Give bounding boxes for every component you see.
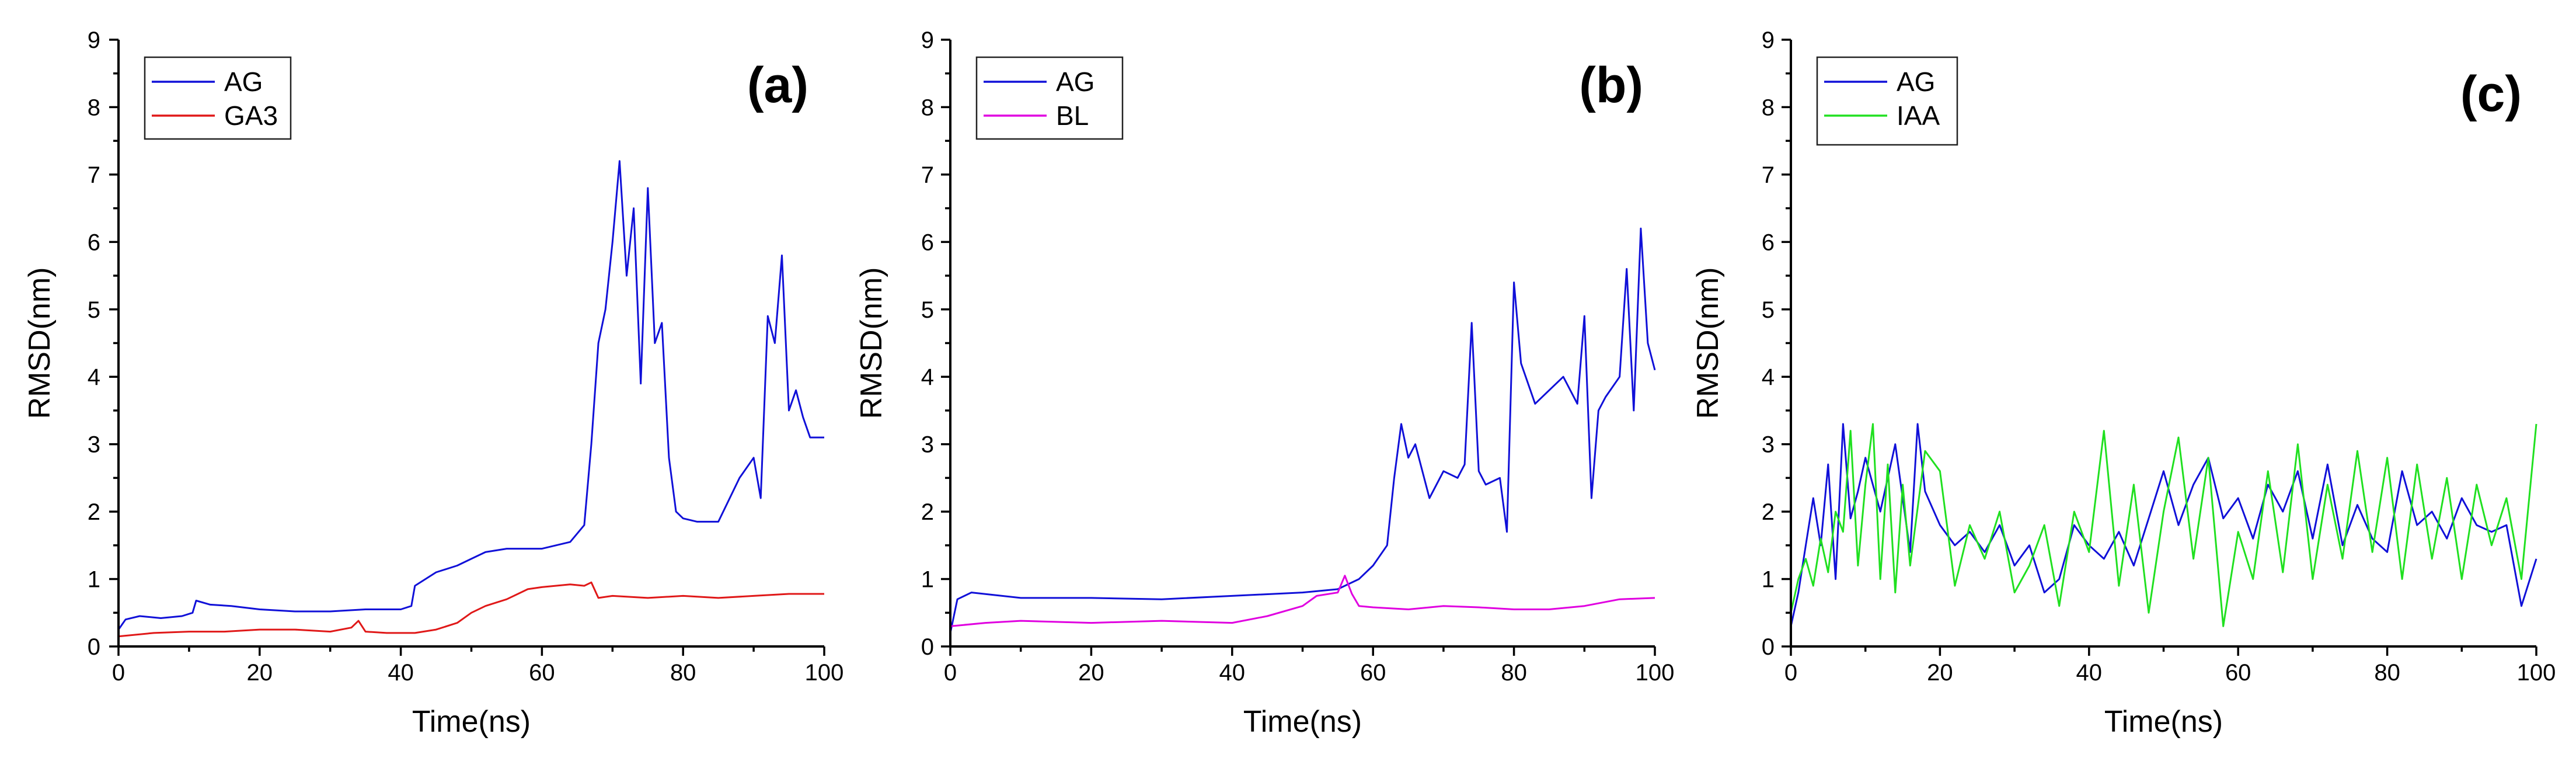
x-tick-label: 40: [388, 660, 414, 686]
y-tick-label: 2: [1762, 499, 1775, 525]
legend-box: [144, 56, 292, 140]
y-axis-title: RMSD(nm): [1691, 267, 1725, 419]
x-tick-label: 100: [805, 660, 844, 686]
x-tick-label: 100: [2517, 660, 2556, 686]
legend-box: [1816, 56, 1958, 146]
series-line-bl: [950, 575, 1655, 627]
legend-label-ag: AG: [1056, 67, 1094, 97]
legend-label-bl: BL: [1056, 100, 1089, 131]
y-tick-label: 2: [921, 499, 934, 525]
x-tick-label: 100: [1636, 660, 1675, 686]
panel-label: (c): [2460, 66, 2522, 122]
y-tick-label: 5: [88, 297, 100, 323]
series-line-ag: [1790, 423, 2537, 627]
y-tick-label: 5: [1762, 297, 1775, 323]
y-tick-label: 4: [88, 364, 100, 390]
y-tick-label: 7: [1762, 162, 1775, 188]
x-axis-title: Time(ns): [1243, 705, 1362, 739]
x-tick-label: 20: [247, 660, 273, 686]
y-tick-label: 9: [1762, 27, 1775, 53]
y-tick-label: 7: [88, 162, 100, 188]
panel-c: 0 1 2 3 4 5 6 7 8 9 0 20 40 60 80 100 Time(ns) RMSD(nm) (c…: [1691, 27, 2556, 739]
x-tick-label: 60: [529, 660, 555, 686]
y-tick-label: 7: [921, 162, 934, 188]
y-tick-label: 0: [921, 634, 934, 660]
panel-a: 0 1 2 3 4 5 6 7 8 9 0 20 40 60 80 100 Time(ns) RMSD(nm) (a…: [23, 27, 843, 739]
y-tick-label: 3: [1762, 432, 1775, 458]
x-tick-label: 80: [670, 660, 696, 686]
y-tick-label: 4: [921, 364, 934, 390]
x-tick-label: 20: [1927, 660, 1953, 686]
x-tick-label: 0: [1784, 660, 1797, 686]
x-axis-title: Time(ns): [412, 705, 531, 739]
x-tick-label: 40: [2076, 660, 2103, 686]
x-tick-label: 60: [1360, 660, 1386, 686]
x-tick-label: 0: [944, 660, 957, 686]
x-tick-label: 80: [2374, 660, 2400, 686]
x-tick-label: 60: [2225, 660, 2251, 686]
x-tick-label: 80: [1501, 660, 1527, 686]
x-tick-label: 40: [1219, 660, 1246, 686]
y-axis-title: RMSD(nm): [855, 267, 888, 419]
y-tick-label: 6: [921, 230, 934, 255]
legend-box: [975, 56, 1124, 140]
y-tick-label: 0: [88, 634, 100, 660]
y-axis-title: RMSD(nm): [23, 267, 57, 419]
y-tick-label: 1: [1762, 567, 1775, 593]
y-tick-label: 3: [88, 432, 100, 458]
legend-label-ag: AG: [224, 67, 263, 97]
y-tick-label: 8: [1762, 95, 1775, 120]
panel-label: (b): [1579, 57, 1643, 113]
y-tick-label: 9: [921, 27, 934, 53]
y-tick-label: 1: [921, 567, 934, 593]
y-tick-label: 5: [921, 297, 934, 323]
series-line-iaa: [1790, 423, 2537, 627]
y-tick-label: 0: [1762, 634, 1775, 660]
y-tick-label: 6: [1762, 230, 1775, 255]
y-tick-label: 1: [88, 567, 100, 593]
series-line-ga3: [118, 581, 824, 638]
y-tick-label: 8: [921, 95, 934, 120]
x-tick-label: 0: [112, 660, 125, 686]
series-line-ag: [117, 160, 824, 630]
legend-label-iaa: IAA: [1897, 100, 1940, 131]
y-tick-label: 8: [88, 95, 100, 120]
panel-b: 0 1 2 3 4 5 6 7 8 9 0 20 40 60 80 100 Time(ns) RMSD(nm) (b…: [855, 27, 1674, 739]
x-axis-title: Time(ns): [2104, 705, 2223, 739]
panel-label: (a): [747, 57, 808, 113]
legend-label-ga3: GA3: [224, 100, 278, 131]
y-tick-label: 3: [921, 432, 934, 458]
y-tick-label: 6: [88, 230, 100, 255]
legend-label-ag: AG: [1897, 67, 1935, 97]
y-tick-label: 4: [1762, 364, 1775, 390]
series-line-ag: [949, 227, 1656, 634]
y-tick-label: 9: [88, 27, 100, 53]
y-tick-label: 2: [88, 499, 100, 525]
x-tick-label: 20: [1078, 660, 1104, 686]
